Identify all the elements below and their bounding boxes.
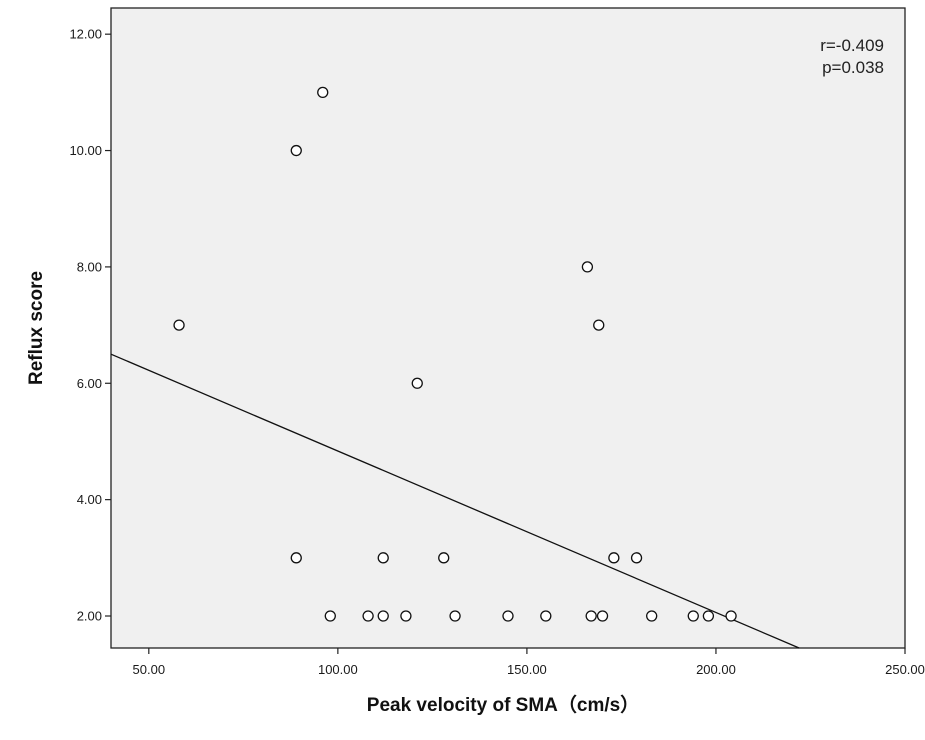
data-point bbox=[596, 610, 609, 622]
x-tick-label: 200.00 bbox=[696, 662, 736, 677]
data-point bbox=[377, 552, 389, 564]
y-tick-label: 4.00 bbox=[77, 492, 102, 507]
data-point bbox=[646, 610, 658, 622]
data-point bbox=[362, 610, 374, 622]
data-point bbox=[687, 610, 699, 622]
data-point bbox=[400, 610, 412, 622]
y-axis-ticks: 2.00 4.00 6.00 8.00 10.00 12.00 bbox=[69, 27, 111, 624]
data-point bbox=[438, 552, 450, 564]
y-tick-label: 12.00 bbox=[69, 27, 102, 42]
data-point bbox=[593, 319, 605, 331]
data-point bbox=[290, 552, 302, 564]
data-point bbox=[585, 610, 597, 622]
data-point bbox=[173, 319, 185, 331]
data-point bbox=[449, 610, 461, 622]
data-point bbox=[725, 610, 737, 622]
data-point bbox=[317, 86, 329, 99]
data-point bbox=[540, 610, 552, 622]
data-point bbox=[290, 144, 302, 157]
data-point bbox=[608, 552, 620, 564]
stat-p: p=0.038 bbox=[822, 58, 884, 77]
y-tick-label: 2.00 bbox=[77, 609, 102, 624]
data-points bbox=[173, 86, 737, 622]
x-tick-label: 100.00 bbox=[318, 662, 358, 677]
data-point bbox=[411, 377, 423, 389]
x-tick-label: 250.00 bbox=[885, 662, 925, 677]
y-tick-label: 8.00 bbox=[77, 259, 102, 274]
plot-area bbox=[110, 7, 906, 649]
stat-r: r=-0.409 bbox=[820, 36, 884, 55]
data-point bbox=[377, 610, 389, 622]
data-point bbox=[324, 610, 336, 622]
y-tick-label: 10.00 bbox=[69, 143, 102, 158]
x-axis-title: Peak velocity of SMA（cm/s） bbox=[367, 693, 639, 716]
data-point bbox=[630, 552, 643, 564]
data-point bbox=[502, 610, 514, 622]
data-point bbox=[581, 261, 594, 273]
data-point bbox=[702, 610, 715, 622]
y-axis-title: Reflux score bbox=[26, 271, 47, 385]
x-tick-label: 50.00 bbox=[133, 662, 166, 677]
x-tick-label: 150.00 bbox=[507, 662, 547, 677]
fit-line bbox=[110, 353, 800, 649]
x-axis-ticks: 50.00 100.00 150.00 200.00 250.00 bbox=[133, 648, 925, 677]
y-tick-label: 6.00 bbox=[77, 376, 102, 391]
